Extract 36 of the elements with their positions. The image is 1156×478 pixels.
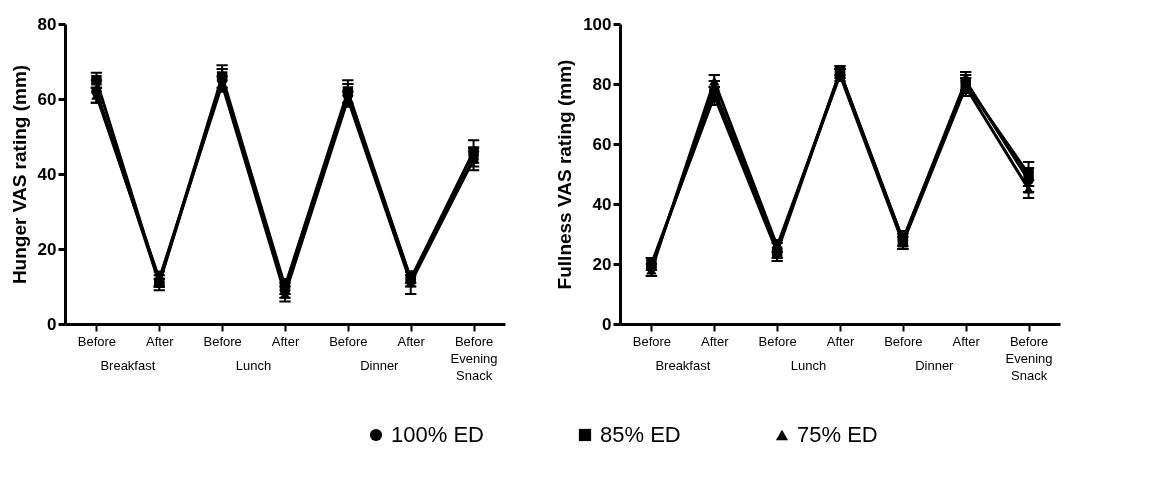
- text: Dinner: [360, 358, 400, 373]
- legend-label: 75% ED: [797, 422, 878, 447]
- x-tick-label: Before Evening Snack: [1005, 333, 1053, 383]
- text: Breakfast: [655, 358, 711, 373]
- y-tick-label: 80: [37, 14, 57, 34]
- x-tick-label: Before: [758, 333, 797, 349]
- y-tick-label: 20: [592, 254, 612, 274]
- x-tick-label: Before: [632, 333, 672, 349]
- text: Lunch: [235, 358, 272, 373]
- text: Dinner: [915, 358, 955, 373]
- x-tick-label: After: [952, 333, 981, 349]
- x-tick-label: Before: [203, 333, 242, 349]
- x-tick-label: After: [701, 333, 730, 349]
- y-tick-label: 0: [602, 314, 612, 334]
- y-tick-label: 20: [37, 239, 57, 259]
- x-tick-label: Before: [77, 333, 117, 349]
- x-tick-label: After: [271, 333, 300, 349]
- y-tick-label: 60: [592, 134, 612, 154]
- y-tick-label: 100: [583, 14, 612, 34]
- y-tick-label: 40: [592, 194, 612, 214]
- x-tick-label: Before Evening Snack: [450, 333, 498, 383]
- legend-label: 100% ED: [391, 422, 484, 447]
- x-tick-label: Before: [329, 333, 368, 349]
- text: Breakfast: [100, 358, 156, 373]
- x-tick-label: Before: [884, 333, 923, 349]
- y-axis-title: Fullness VAS rating (mm): [554, 59, 576, 290]
- y-tick-label: 40: [37, 164, 57, 184]
- x-tick-label: After: [397, 333, 426, 349]
- legend-label: 85% ED: [600, 422, 681, 447]
- y-axis-title: Hunger VAS rating (mm): [8, 64, 30, 285]
- x-tick-label: After: [146, 333, 175, 349]
- y-tick-label: 80: [592, 74, 612, 94]
- y-tick-label: 60: [37, 89, 57, 109]
- y-tick-label: 0: [47, 314, 57, 334]
- text: Lunch: [790, 358, 827, 373]
- x-tick-label: After: [826, 333, 855, 349]
